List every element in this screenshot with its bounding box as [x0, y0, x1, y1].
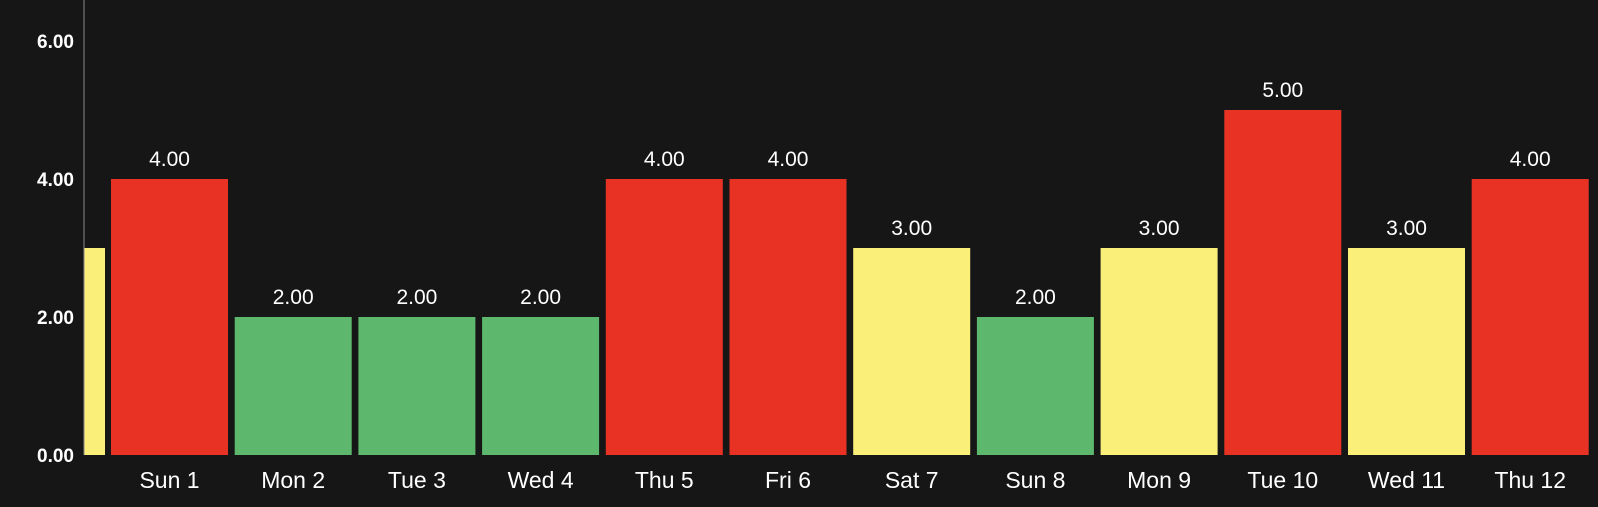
x-axis-ticks: Sun 1 Mon 2 Tue 3 Wed 4 Thu 5 Fri 6 Sat 7 Sun 8…: [139, 467, 1566, 493]
data-label: 4.00: [768, 148, 809, 171]
y-tick-label: 6.00: [37, 32, 74, 53]
bar-thu-12: [1471, 179, 1589, 455]
x-tick-label: Tue 3: [388, 467, 446, 493]
y-tick-label: 4.00: [37, 170, 74, 191]
x-tick-label: Mon 2: [261, 467, 325, 493]
bar-mon-2: [234, 317, 352, 455]
x-tick-label: Sun 1: [139, 467, 199, 493]
bar-tue-10: [1224, 110, 1342, 455]
data-label: 3.00: [1139, 217, 1180, 240]
x-tick-label: Thu 12: [1494, 467, 1566, 493]
y-tick-label: 0.00: [37, 446, 74, 467]
x-tick-label: Wed 4: [508, 467, 574, 493]
bar-wed-4: [482, 317, 600, 455]
data-label: 3.00: [891, 217, 932, 240]
bar-mon-9: [1100, 248, 1218, 455]
bar-tue-3: [358, 317, 476, 455]
x-tick-label: Fri 6: [765, 467, 811, 493]
data-label: 2.00: [396, 286, 437, 309]
x-tick-label: Sun 8: [1005, 467, 1065, 493]
bar-sun-1: [111, 179, 228, 455]
bar-sun-8: [976, 317, 1094, 455]
x-tick-label: Wed 11: [1368, 467, 1445, 493]
y-tick-label: 2.00: [37, 308, 74, 329]
data-label: 4.00: [1510, 148, 1551, 171]
y-axis-ticks: 0.00 2.00 4.00 6.00: [37, 32, 74, 467]
bar-wed-11: [1348, 248, 1465, 455]
x-tick-label: Sat 7: [885, 467, 939, 493]
data-label: 4.00: [644, 148, 685, 171]
bar-thu-5: [605, 179, 723, 455]
bars-layer: [84, 110, 1589, 455]
data-label: 5.00: [1262, 79, 1303, 102]
data-label: 2.00: [520, 286, 561, 309]
bar-partial: [84, 248, 105, 455]
data-labels: 4.00 2.00 2.00 2.00 4.00 4.00 3.00 2.00 3.00 5.00…: [149, 79, 1551, 309]
x-tick-label: Mon 9: [1127, 467, 1191, 493]
data-label: 2.00: [273, 286, 314, 309]
x-tick-label: Thu 5: [635, 467, 694, 493]
x-tick-label: Tue 10: [1247, 467, 1318, 493]
bar-fri-6: [729, 179, 847, 455]
data-label: 2.00: [1015, 286, 1056, 309]
data-label: 4.00: [149, 148, 190, 171]
bar-sat-7: [853, 248, 971, 455]
data-label: 3.00: [1386, 217, 1427, 240]
